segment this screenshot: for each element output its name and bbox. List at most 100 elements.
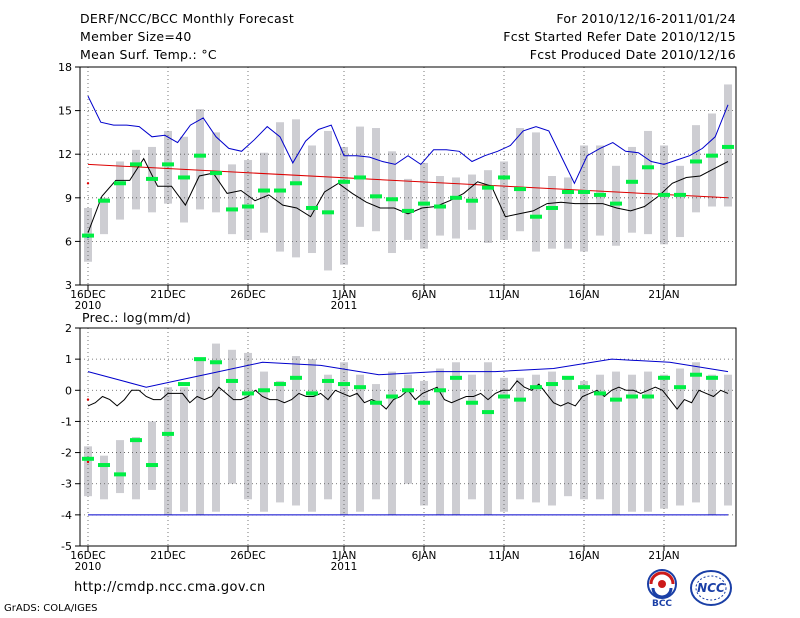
mean-marker-32 <box>578 189 590 194</box>
ncc-logo-icon: NCC <box>690 570 732 606</box>
upper-std-line <box>86 398 90 401</box>
spread-bar-2 <box>100 197 108 235</box>
spread-bar-7 <box>180 387 188 512</box>
chart-header-left-1: DERF/NCC/BCC Monthly Forecast <box>80 11 295 26</box>
mean-marker-35 <box>626 179 638 184</box>
mean-marker-4 <box>130 162 142 167</box>
mean-marker-26 <box>482 410 494 415</box>
spread-bar-29 <box>532 374 540 503</box>
x-tick-label: 21JAN <box>648 289 679 301</box>
mean-marker-21 <box>402 388 414 393</box>
spread-bar-39 <box>692 125 700 213</box>
mean-marker-22 <box>418 201 430 206</box>
mean-marker-1 <box>82 233 94 238</box>
chart-header-right-1: For 2010/12/16-2011/01/24 <box>556 11 736 26</box>
mean-marker-14 <box>290 181 302 186</box>
mean-marker-9 <box>210 171 222 176</box>
spread-bar-26 <box>484 362 492 515</box>
mean-marker-9 <box>210 360 222 365</box>
spread-bar-22 <box>420 380 428 506</box>
upper-std-line <box>87 163 729 199</box>
mean-marker-3 <box>114 181 126 186</box>
x-tick-label: 11JAN <box>488 289 519 301</box>
mean-marker-33 <box>594 192 606 197</box>
spread-bar-24 <box>452 362 460 515</box>
x-tick-label: 6JAN <box>412 550 437 562</box>
mean-marker-38 <box>674 192 686 197</box>
spread-bar-36 <box>644 371 652 512</box>
chart-header-left-2: Member Size=40 <box>80 29 192 44</box>
y-tick-label: -2 <box>61 447 72 460</box>
y-tick-label: -1 <box>61 415 72 428</box>
x-tick-label: 16DEC <box>70 289 105 301</box>
y-tick-label: -4 <box>61 509 72 522</box>
spread-bar-16 <box>324 130 332 271</box>
spread-bar-38 <box>676 165 684 238</box>
mean-marker-23 <box>434 204 446 209</box>
spread-bar-15 <box>308 359 316 512</box>
mean-marker-30 <box>546 382 558 387</box>
mean-marker-5 <box>146 176 158 181</box>
mean-marker-16 <box>322 378 334 383</box>
mean-marker-16 <box>322 210 334 215</box>
x-tick-year: 2011 <box>331 300 358 312</box>
mean-marker-3 <box>114 472 126 477</box>
spread-bar-18 <box>356 374 364 512</box>
x-tick-label: 26DEC <box>230 550 265 562</box>
mean-marker-22 <box>418 400 430 405</box>
spread-bar-41 <box>724 374 732 506</box>
mean-marker-11 <box>242 204 254 209</box>
y-tick-label: 18 <box>58 61 72 74</box>
mean-marker-12 <box>258 388 270 393</box>
mean-marker-6 <box>162 162 174 167</box>
spread-bar-6 <box>164 387 172 515</box>
spread-bar-4 <box>132 437 140 500</box>
mean-marker-8 <box>194 153 206 158</box>
spread-bar-13 <box>276 380 284 503</box>
mean-marker-1 <box>82 456 94 461</box>
spread-bar-40 <box>708 113 716 207</box>
spread-bar-3 <box>116 440 124 494</box>
mean-marker-13 <box>274 188 286 193</box>
mean-marker-27 <box>498 175 510 180</box>
mean-marker-28 <box>514 187 526 192</box>
mean-marker-23 <box>434 388 446 393</box>
spread-bar-8 <box>196 109 204 210</box>
spread-bar-34 <box>612 371 620 515</box>
x-tick-label: 1JAN <box>332 289 357 301</box>
bcc-logo-icon: BCC <box>647 569 677 608</box>
mean-marker-20 <box>386 197 398 202</box>
spread-bar-20 <box>388 151 396 254</box>
mean-marker-31 <box>562 375 574 380</box>
mean-marker-10 <box>226 378 238 383</box>
spread-bar-31 <box>564 377 572 497</box>
bcc-logo-label: BCC <box>652 599 672 608</box>
spread-bar-27 <box>500 161 508 240</box>
y-tick-label: 0 <box>65 384 72 397</box>
y-tick-label: 2 <box>65 322 72 335</box>
source-url[interactable]: http://cmdp.ncc.cma.gov.cn <box>74 580 266 595</box>
spread-bar-2 <box>100 455 108 500</box>
mean-marker-10 <box>226 207 238 212</box>
mean-marker-33 <box>594 391 606 396</box>
x-tick-label: 16DEC <box>70 550 105 562</box>
y-tick-label: 15 <box>58 105 72 118</box>
x-tick-label: 1JAN <box>332 550 357 562</box>
spread-bar-16 <box>324 374 332 500</box>
mean-marker-32 <box>578 385 590 390</box>
spread-bar-26 <box>484 170 492 243</box>
x-tick-label: 21DEC <box>150 550 185 562</box>
spread-bar-30 <box>548 176 556 249</box>
mean-marker-29 <box>530 385 542 390</box>
mean-marker-31 <box>562 189 574 194</box>
chart-header-right-3: Fcst Produced Date 2010/12/16 <box>529 47 736 62</box>
x-tick-year: 2010 <box>75 300 102 312</box>
plot-frame <box>79 327 737 547</box>
spread-bar-7 <box>180 136 188 223</box>
mean-marker-17 <box>338 382 350 387</box>
spread-bar-5 <box>148 421 156 490</box>
mean-marker-38 <box>674 385 686 390</box>
mean-marker-15 <box>306 391 318 396</box>
spread-bar-17 <box>340 362 348 515</box>
